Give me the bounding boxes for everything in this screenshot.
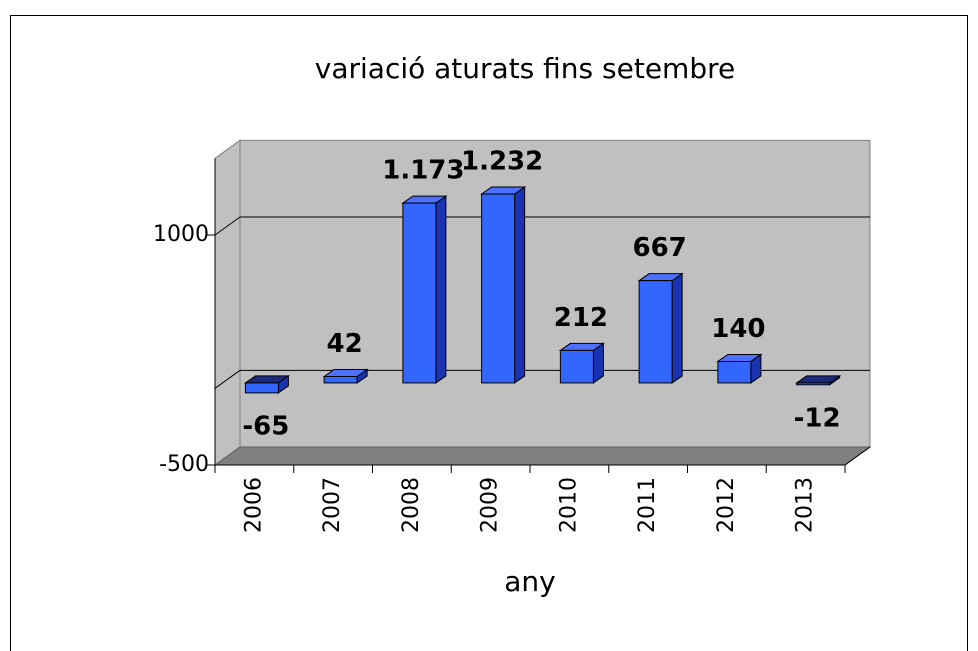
- bar-group: [480, 186, 527, 384]
- data-label: 140: [711, 314, 765, 344]
- y-tick-label: -500: [159, 452, 209, 477]
- data-label: -65: [242, 411, 289, 441]
- bar-group: [716, 353, 763, 384]
- chart-title: variació aturats fins setembre: [315, 52, 735, 85]
- grid-line-side: [214, 216, 241, 236]
- bar-side: [671, 272, 683, 384]
- bar: [323, 375, 358, 384]
- x-tick-label: 2010: [556, 477, 581, 533]
- y-tick-label: 1000: [153, 222, 209, 247]
- data-label: 1.173: [382, 156, 464, 186]
- x-axis-title: any: [504, 565, 555, 598]
- data-label: 667: [632, 233, 686, 263]
- bar: [559, 349, 594, 384]
- bar: [481, 193, 516, 384]
- floor-edge: [844, 446, 871, 466]
- back-wall: [239, 139, 871, 448]
- bar-group: [637, 272, 684, 384]
- x-tick-label: 2006: [241, 477, 266, 533]
- side-wall: [214, 139, 241, 466]
- bar-group: [243, 374, 290, 394]
- bar-group: [322, 368, 369, 384]
- bar-group: [401, 195, 448, 384]
- floor: [213, 446, 872, 466]
- data-label: 42: [327, 329, 363, 359]
- data-label: 212: [554, 303, 608, 333]
- x-tick-label: 2007: [320, 477, 345, 533]
- bar-side: [435, 195, 447, 384]
- bar-group: [795, 374, 842, 386]
- x-tick-label: 2013: [793, 477, 818, 533]
- bar-group: [558, 342, 605, 384]
- bar: [638, 280, 673, 384]
- x-tick-label: 2012: [714, 477, 739, 533]
- x-tick-label: 2011: [635, 477, 660, 533]
- bar-side: [514, 186, 526, 384]
- bar: [796, 382, 831, 386]
- zero-line-side: [214, 369, 241, 389]
- bar: [244, 382, 279, 394]
- bar: [717, 360, 752, 384]
- data-label: -12: [794, 403, 841, 433]
- x-tick-label: 2009: [478, 477, 503, 533]
- data-label: 1.232: [461, 147, 543, 177]
- x-tick-label: 2008: [399, 477, 424, 533]
- bar: [402, 202, 437, 384]
